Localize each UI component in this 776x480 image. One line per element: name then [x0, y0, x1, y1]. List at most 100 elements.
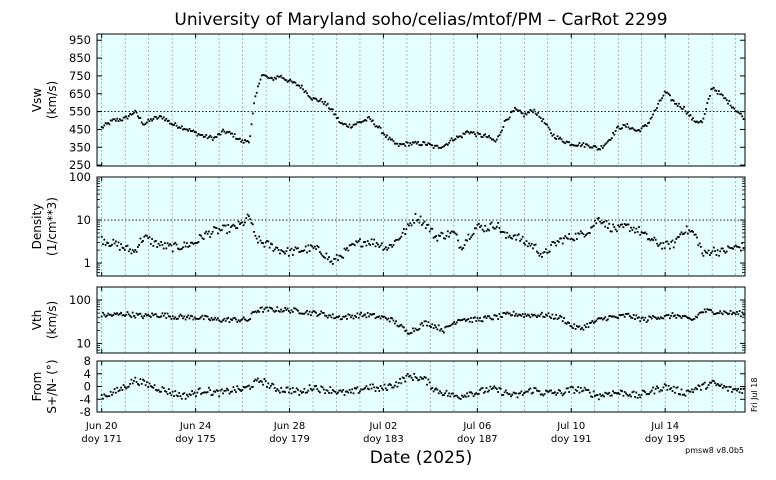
data-point: [275, 390, 277, 392]
data-point: [700, 311, 702, 314]
data-point: [436, 144, 439, 147]
data-point: [497, 391, 499, 393]
data-point: [170, 318, 173, 320]
data-point: [479, 389, 481, 391]
data-point: [742, 313, 745, 316]
data-point: [707, 98, 710, 100]
data-point: [246, 140, 249, 142]
data-point: [503, 120, 506, 122]
data-point: [393, 322, 396, 325]
data-point: [720, 93, 723, 96]
data-point: [625, 125, 627, 128]
data-point: [113, 312, 116, 315]
data-point: [102, 397, 104, 400]
data-point: [437, 392, 440, 395]
data-point: [507, 393, 510, 396]
data-point: [286, 386, 289, 389]
data-point: [270, 384, 272, 387]
data-point: [528, 111, 530, 114]
y-tick-label: -4: [80, 392, 91, 406]
data-point: [470, 131, 472, 133]
data-point: [724, 311, 727, 313]
data-point: [397, 145, 400, 147]
data-point: [205, 315, 208, 318]
data-point: [229, 391, 232, 393]
data-point: [718, 312, 720, 315]
data-point: [484, 315, 487, 318]
data-point: [124, 116, 126, 119]
data-point: [273, 248, 276, 251]
data-point: [131, 311, 134, 314]
data-point: [630, 395, 632, 398]
data-point: [341, 122, 343, 125]
data-point: [161, 386, 164, 389]
data-point: [679, 233, 682, 236]
data-point: [448, 325, 450, 327]
data-point: [714, 89, 716, 92]
data-point: [489, 137, 492, 139]
data-point: [616, 392, 618, 395]
data-point: [315, 385, 317, 387]
data-point: [409, 222, 412, 225]
data-point: [146, 121, 148, 124]
data-point: [454, 394, 457, 397]
data-point: [681, 393, 684, 396]
data-point: [219, 133, 222, 136]
data-point: [100, 126, 103, 128]
data-point: [348, 244, 351, 247]
data-point: [381, 132, 383, 135]
data-point: [468, 238, 471, 240]
data-point: [612, 131, 614, 134]
data-point: [552, 133, 555, 136]
data-point: [719, 250, 722, 253]
data-point: [282, 77, 285, 80]
data-point: [356, 312, 359, 315]
data-point: [493, 385, 496, 388]
data-point: [223, 389, 226, 392]
data-point: [329, 314, 332, 317]
data-point: [590, 226, 592, 229]
data-point: [352, 392, 355, 395]
data-point: [694, 121, 697, 123]
data-point: [246, 213, 249, 216]
data-point: [158, 316, 161, 319]
data-point: [171, 315, 174, 318]
data-point: [409, 374, 412, 377]
data-point: [578, 325, 581, 328]
data-point: [124, 386, 126, 388]
data-point: [444, 144, 447, 146]
data-point: [607, 318, 609, 321]
data-point: [554, 241, 556, 244]
data-point: [251, 386, 254, 388]
data-point: [253, 380, 255, 383]
data-point: [224, 389, 227, 392]
data-point: [427, 378, 430, 381]
data-point: [312, 247, 315, 249]
data-point: [421, 322, 423, 324]
data-point: [702, 117, 705, 120]
data-point: [333, 317, 335, 320]
data-point: [692, 231, 694, 233]
data-point: [461, 394, 463, 397]
data-point: [563, 392, 565, 395]
data-point: [517, 313, 520, 316]
data-point: [728, 385, 731, 388]
data-point: [583, 235, 586, 238]
data-point: [258, 311, 261, 313]
data-point: [239, 137, 241, 140]
data-point: [139, 378, 142, 381]
data-point: [565, 387, 568, 390]
data-point: [186, 393, 188, 396]
y-tick-label: 100: [69, 170, 91, 184]
data-point: [495, 315, 498, 317]
data-point: [741, 115, 744, 118]
data-point: [543, 122, 546, 124]
data-point: [205, 134, 208, 136]
data-point: [732, 311, 734, 314]
data-point: [641, 389, 644, 392]
data-point: [506, 118, 509, 121]
data-point: [331, 108, 334, 111]
data-point: [282, 310, 285, 312]
data-point: [631, 317, 634, 319]
data-point: [264, 306, 267, 309]
